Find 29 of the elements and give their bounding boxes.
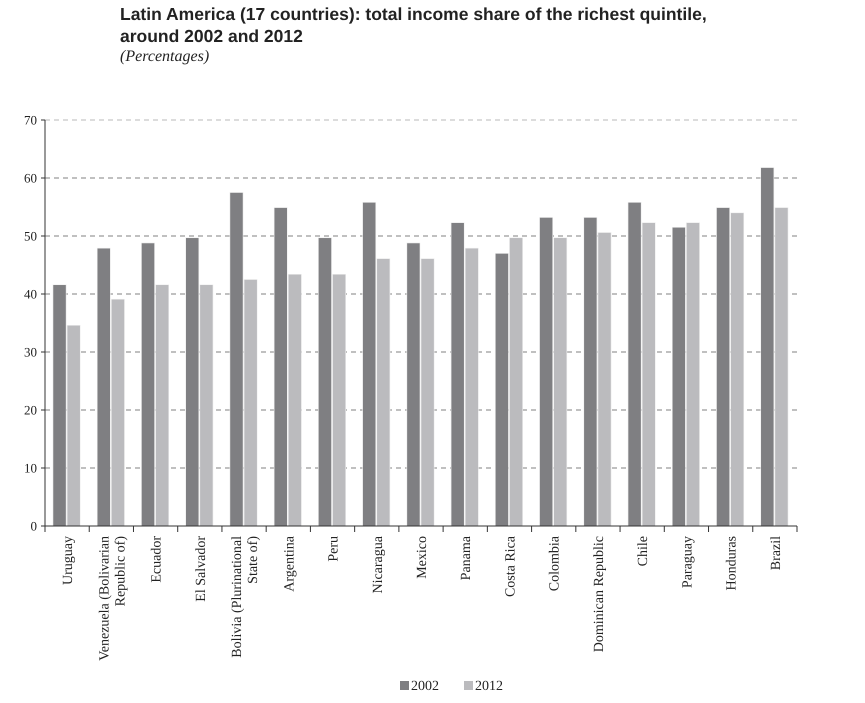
x-tick-label: Colombia: [548, 535, 563, 592]
x-tick-label: Peru: [326, 536, 342, 562]
x-tick-label: El Salvador: [194, 536, 209, 602]
x-tick-label: Dominican Republic: [592, 536, 607, 652]
x-tick-label: Ecuador: [150, 536, 165, 583]
x-tick-label: Honduras: [724, 536, 740, 590]
x-tick-label: Paraguay: [680, 536, 696, 588]
chart-subtitle: (Percentages): [120, 48, 210, 65]
y-tick-label: 20: [24, 402, 37, 418]
x-tick-label: Nicaragua: [370, 535, 386, 594]
y-tick-label: 0: [30, 518, 37, 534]
x-tick-label: Brazil: [768, 536, 784, 570]
y-tick-label: 70: [24, 112, 37, 128]
y-tick-label: 30: [24, 344, 37, 360]
x-tick-label: Uruguay: [61, 536, 76, 585]
y-tick-label: 10: [24, 460, 37, 476]
x-tick-label: Panama: [459, 535, 474, 580]
x-tick-label: Venezuela (Bolivarian Republic of): [97, 536, 128, 661]
chart-title: Latin America (17 countries): total income share of the richest quintile, around 2002 and 2012: [120, 4, 707, 46]
y-tick-label: 50: [24, 228, 37, 244]
x-tick-label: Chile: [636, 536, 652, 566]
y-tick-label: 40: [24, 286, 37, 302]
x-tick-label: Argentina: [282, 535, 298, 592]
y-tick-label: 60: [24, 170, 37, 186]
x-tick-label: Mexico: [415, 536, 430, 579]
legend-label: 2012: [475, 679, 503, 694]
x-tick-label: Bolivia (Plurinational State of): [230, 536, 262, 658]
legend-label: 2002: [411, 679, 439, 694]
x-tick-label: Costa Rica: [503, 535, 518, 598]
